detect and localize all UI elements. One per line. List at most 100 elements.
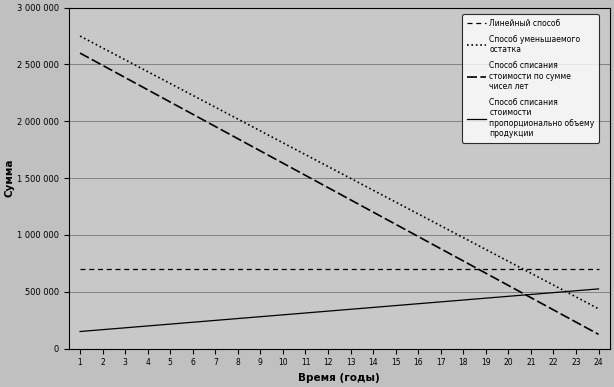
Способ списания
стоимости по сумме
чисел лет	[437, 247, 445, 251]
Линейный способ	[482, 267, 489, 271]
Способ уменьшаемого
остатка	[166, 81, 174, 86]
Линейный способ	[550, 267, 557, 271]
Способ списания
стоимости
пропорционально объему
продукции	[144, 324, 152, 328]
Способ списания
стоимости
пропорционально объему
продукции	[437, 300, 445, 304]
Линейный способ	[505, 267, 512, 271]
Способ уменьшаемого
остатка	[347, 176, 354, 181]
Способ уменьшаемого
остатка	[572, 295, 580, 299]
Способ списания
стоимости
пропорционально объему
продукции	[572, 288, 580, 293]
Способ уменьшаемого
остатка	[437, 223, 445, 228]
Способ списания
стоимости по сумме
чисел лет	[550, 308, 557, 312]
Способ списания
стоимости
пропорционально объему
продукции	[166, 322, 174, 326]
Линейный способ	[234, 267, 241, 271]
Способ списания
стоимости по сумме
чисел лет	[527, 295, 535, 300]
Способ уменьшаемого
остатка	[595, 307, 602, 311]
Способ списания
стоимости по сумме
чисел лет	[189, 112, 196, 116]
Способ списания
стоимости по сумме
чисел лет	[257, 149, 264, 153]
Способ списания
стоимости по сумме
чисел лет	[572, 320, 580, 324]
Способ списания
стоимости
пропорционально объему
продукции	[122, 325, 129, 330]
Линейный способ	[414, 267, 422, 271]
Способ списания
стоимости по сумме
чисел лет	[302, 173, 309, 178]
Способ списания
стоимости
пропорционально объему
продукции	[99, 327, 106, 332]
Способ уменьшаемого
остатка	[279, 140, 287, 145]
Способ уменьшаемого
остатка	[189, 93, 196, 98]
Способ уменьшаемого
остатка	[414, 212, 422, 216]
Способ списания
стоимости
пропорционально объему
продукции	[550, 290, 557, 295]
Линейный способ	[189, 267, 196, 271]
Способ списания
стоимости
пропорционально объему
продукции	[234, 316, 241, 321]
Способ уменьшаемого
остатка	[234, 117, 241, 122]
Линейный способ	[347, 267, 354, 271]
Линейный способ	[437, 267, 445, 271]
Line: Способ уменьшаемого
остатка: Способ уменьшаемого остатка	[80, 36, 599, 309]
Линейный способ	[595, 267, 602, 271]
Y-axis label: Сумма: Сумма	[4, 159, 14, 197]
Линейный способ	[166, 267, 174, 271]
Способ списания
стоимости
пропорционально объему
продукции	[595, 287, 602, 291]
Способ уменьшаемого
остатка	[144, 69, 152, 74]
Способ списания
стоимости
пропорционально объему
продукции	[392, 303, 399, 308]
X-axis label: Время (годы): Время (годы)	[298, 373, 380, 383]
Линейный способ	[302, 267, 309, 271]
Линейный способ	[572, 267, 580, 271]
Способ уменьшаемого
остатка	[527, 271, 535, 276]
Способ списания
стоимости
пропорционально объему
продукции	[212, 318, 219, 323]
Способ списания
стоимости по сумме
чисел лет	[212, 124, 219, 129]
Способ списания
стоимости
пропорционально объему
продукции	[482, 296, 489, 300]
Способ списания
стоимости
пропорционально объему
продукции	[505, 294, 512, 299]
Способ списания
стоимости по сумме
чисел лет	[370, 210, 377, 214]
Способ списания
стоимости
пропорционально объему
продукции	[279, 313, 287, 317]
Способ списания
стоимости по сумме
чисел лет	[505, 283, 512, 288]
Способ списания
стоимости
пропорционально объему
продукции	[347, 307, 354, 312]
Линейный способ	[212, 267, 219, 271]
Способ уменьшаемого
остатка	[257, 128, 264, 133]
Legend: Линейный способ, Способ уменьшаемого
остатка, Способ списания
стоимости по сумме: Линейный способ, Способ уменьшаемого ост…	[462, 14, 599, 143]
Линейный способ	[279, 267, 287, 271]
Линейный способ	[76, 267, 84, 271]
Способ списания
стоимости
пропорционально объему
продукции	[460, 298, 467, 302]
Способ уменьшаемого
остатка	[302, 152, 309, 157]
Способ списания
стоимости по сумме
чисел лет	[482, 271, 489, 276]
Способ списания
стоимости по сумме
чисел лет	[234, 136, 241, 141]
Линейный способ	[370, 267, 377, 271]
Линейный способ	[144, 267, 152, 271]
Способ уменьшаемого
остатка	[76, 34, 84, 38]
Способ списания
стоимости по сумме
чисел лет	[347, 197, 354, 202]
Line: Способ списания
стоимости по сумме
чисел лет: Способ списания стоимости по сумме чисел…	[80, 53, 599, 334]
Способ списания
стоимости по сумме
чисел лет	[392, 222, 399, 227]
Способ списания
стоимости по сумме
чисел лет	[144, 87, 152, 92]
Способ списания
стоимости
пропорционально объему
продукции	[324, 309, 332, 313]
Способ уменьшаемого
остатка	[99, 46, 106, 50]
Способ уменьшаемого
остатка	[505, 259, 512, 264]
Линейный способ	[122, 267, 129, 271]
Линейный способ	[460, 267, 467, 271]
Способ списания
стоимости по сумме
чисел лет	[279, 161, 287, 166]
Способ списания
стоимости по сумме
чисел лет	[166, 100, 174, 104]
Способ списания
стоимости
пропорционально объему
продукции	[527, 292, 535, 297]
Способ уменьшаемого
остатка	[324, 164, 332, 169]
Способ уменьшаемого
остатка	[212, 105, 219, 110]
Линейный способ	[324, 267, 332, 271]
Способ уменьшаемого
остатка	[482, 247, 489, 252]
Способ уменьшаемого
остатка	[370, 188, 377, 193]
Способ уменьшаемого
остатка	[460, 235, 467, 240]
Способ списания
стоимости
пропорционально объему
продукции	[76, 329, 84, 334]
Способ списания
стоимости
пропорционально объему
продукции	[189, 320, 196, 325]
Способ списания
стоимости по сумме
чисел лет	[324, 185, 332, 190]
Способ списания
стоимости
пропорционально объему
продукции	[370, 305, 377, 310]
Способ списания
стоимости по сумме
чисел лет	[595, 332, 602, 337]
Способ списания
стоимости по сумме
чисел лет	[414, 234, 422, 239]
Способ списания
стоимости по сумме
чисел лет	[76, 51, 84, 55]
Line: Способ списания
стоимости
пропорционально объему
продукции: Способ списания стоимости пропорциональн…	[80, 289, 599, 332]
Способ уменьшаемого
остатка	[392, 200, 399, 204]
Способ уменьшаемого
остатка	[122, 57, 129, 62]
Линейный способ	[527, 267, 535, 271]
Линейный способ	[392, 267, 399, 271]
Способ уменьшаемого
остатка	[550, 283, 557, 288]
Способ списания
стоимости по сумме
чисел лет	[460, 259, 467, 263]
Линейный способ	[99, 267, 106, 271]
Способ списания
стоимости
пропорционально объему
продукции	[257, 314, 264, 319]
Способ списания
стоимости
пропорционально объему
продукции	[414, 301, 422, 306]
Способ списания
стоимости
пропорционально объему
продукции	[302, 311, 309, 315]
Способ списания
стоимости по сумме
чисел лет	[122, 75, 129, 80]
